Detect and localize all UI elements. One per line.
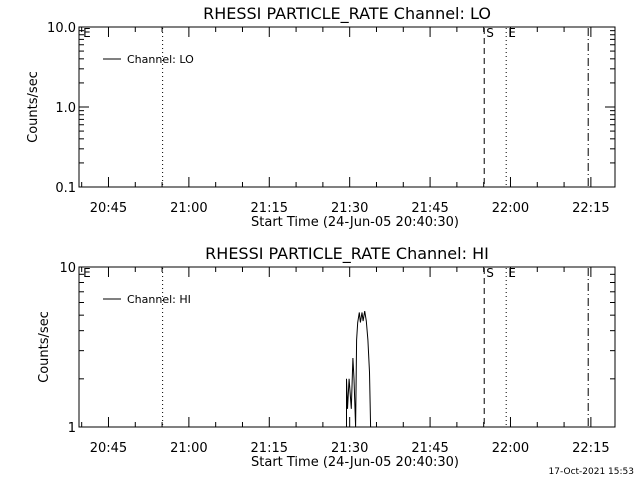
x-tick-label: 22:00 xyxy=(492,201,529,216)
x-tick-label: 20:45 xyxy=(90,201,127,216)
event-marker-label: E xyxy=(508,26,516,40)
y-axis-label: Counts/sec xyxy=(37,311,52,383)
plot-frame xyxy=(78,26,616,188)
x-tick-label: 21:30 xyxy=(331,201,368,216)
y-tick-label: 1.0 xyxy=(55,101,76,116)
hi-channel-panel: RHESSI PARTICLE_RATE Channel: HI 1 10 20:45… xyxy=(37,244,616,470)
x-tick-label: 21:30 xyxy=(331,441,368,456)
x-tick-label: 22:00 xyxy=(492,441,529,456)
y-tick-label: 10 xyxy=(59,261,76,276)
event-marker-label: S xyxy=(486,26,494,40)
x-tick-label: 22:15 xyxy=(572,201,609,216)
legend-label: Channel: HI xyxy=(127,293,191,306)
chart-title: RHESSI PARTICLE_RATE Channel: LO xyxy=(203,4,491,24)
x-tick-label: 21:15 xyxy=(251,441,288,456)
x-tick-label: 21:00 xyxy=(170,201,207,216)
event-marker-label: E xyxy=(83,26,91,40)
chart-title: RHESSI PARTICLE_RATE Channel: HI xyxy=(205,244,489,264)
x-tick-label: 22:15 xyxy=(572,441,609,456)
event-marker-label: E xyxy=(83,266,91,280)
event-marker-label: E xyxy=(508,266,516,280)
y-tick-label: 10.0 xyxy=(47,21,76,36)
plot-timestamp: 17-Oct-2021 15:53 xyxy=(549,467,634,477)
y-tick-label: 1 xyxy=(68,421,76,436)
x-axis-label: Start Time (24-Jun-05 20:40:30) xyxy=(251,215,459,230)
x-tick-label: 21:45 xyxy=(411,441,448,456)
series-line xyxy=(346,311,372,428)
event-marker-label: S xyxy=(486,266,494,280)
x-tick-label: 21:00 xyxy=(170,441,207,456)
legend-label: Channel: LO xyxy=(127,53,194,66)
x-axis-label: Start Time (24-Jun-05 20:40:30) xyxy=(251,455,459,470)
y-axis-label: Counts/sec xyxy=(26,71,41,143)
x-tick-label: 21:15 xyxy=(251,201,288,216)
lo-channel-panel: RHESSI PARTICLE_RATE Channel: LO 0.1 1.0 10… xyxy=(26,4,616,230)
x-tick-label: 21:45 xyxy=(411,201,448,216)
y-tick-label: 0.1 xyxy=(55,181,76,196)
x-tick-label: 20:45 xyxy=(90,441,127,456)
